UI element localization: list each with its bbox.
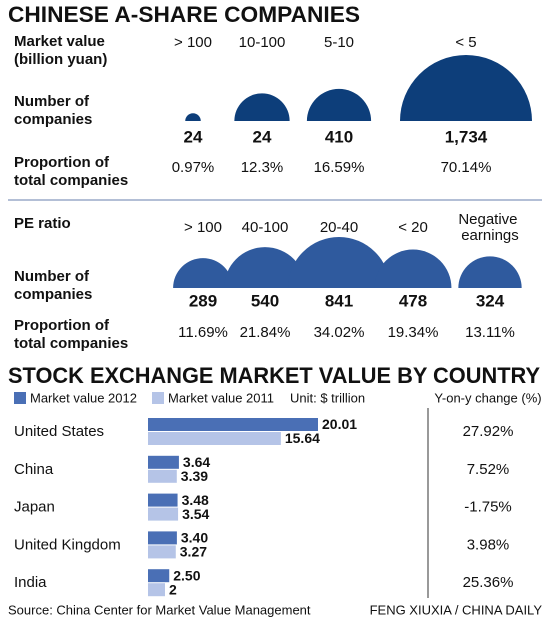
category-label: 10-100	[239, 34, 286, 51]
category-title: (billion yuan)	[14, 51, 107, 68]
category-label: 20-40	[320, 219, 358, 236]
main-title: CHINESE A-SHARE COMPANIES	[8, 2, 360, 27]
count-label: 841	[325, 291, 353, 310]
proportion-label: 11.69%	[178, 324, 228, 341]
proportion-title: total companies	[14, 172, 128, 189]
change-label: 7.52%	[467, 461, 510, 478]
category-label: Japan	[14, 499, 55, 516]
count-title: Number of	[14, 93, 90, 110]
count-label: 478	[399, 291, 427, 310]
category-title: PE ratio	[14, 215, 71, 232]
proportion-label: 12.3%	[241, 159, 284, 176]
semicircle	[306, 88, 372, 121]
unit-label: Unit: $ trillion	[290, 390, 365, 405]
count-label: 1,734	[445, 127, 488, 146]
proportion-label: 16.59%	[314, 159, 365, 176]
bar	[148, 531, 177, 545]
value-label: 15.64	[285, 430, 320, 446]
proportion-label: 70.14%	[441, 159, 492, 176]
bar	[148, 469, 177, 483]
value-label: 20.01	[322, 416, 357, 432]
chart-title: STOCK EXCHANGE MARKET VALUE BY COUNTRY	[8, 363, 540, 388]
bar	[148, 583, 165, 597]
proportion-title: Proportion of	[14, 154, 110, 171]
proportion-label: 34.02%	[314, 324, 365, 341]
proportion-label: 19.34%	[388, 324, 439, 341]
value-label: 2.50	[173, 567, 200, 583]
count-label: 324	[476, 291, 505, 310]
value-label: 3.54	[182, 506, 209, 522]
semicircle	[374, 249, 452, 288]
category-label: > 100	[174, 34, 212, 51]
bar	[148, 493, 178, 507]
semicircle	[458, 256, 522, 288]
semicircle	[185, 113, 201, 121]
category-label: India	[14, 574, 47, 591]
proportion-label: 13.11%	[465, 324, 515, 341]
category-title: Market value	[14, 33, 105, 50]
change-label: 25.36%	[463, 574, 514, 591]
category-label: Negative earnings	[458, 211, 521, 244]
semicircle	[400, 55, 532, 121]
source: Source: China Center for Market Value Ma…	[8, 602, 311, 617]
change-title: Y-on-y change (%)	[434, 390, 541, 405]
legend-label: Market value 2012	[30, 390, 137, 405]
value-label: 3.64	[183, 454, 210, 470]
bar	[148, 432, 281, 445]
count-label: 24	[253, 127, 272, 146]
category-label: > 100	[184, 219, 222, 236]
change-label: -1.75%	[464, 499, 512, 516]
legend-swatch	[152, 392, 164, 404]
value-label: 3.39	[181, 468, 208, 484]
count-label: 410	[325, 127, 353, 146]
change-label: 27.92%	[463, 423, 514, 440]
legend-swatch	[14, 392, 26, 404]
bar	[148, 569, 170, 583]
category-label: United States	[14, 423, 104, 440]
category-label: China	[14, 461, 54, 478]
value-label: 3.40	[181, 530, 208, 546]
proportion-title: Proportion of	[14, 317, 110, 334]
category-label: < 20	[398, 219, 428, 236]
count-title: Number of	[14, 268, 90, 285]
category-label: United Kingdom	[14, 536, 121, 553]
credit: FENG XIUXIA / CHINA DAILY	[370, 602, 543, 617]
count-title: companies	[14, 111, 92, 128]
category-label: 5-10	[324, 34, 354, 51]
legend-label: Market value 2011	[168, 390, 274, 405]
semicircle	[234, 93, 290, 121]
count-label: 540	[251, 291, 279, 310]
count-label: 24	[184, 127, 203, 146]
bar	[148, 418, 318, 431]
category-label: < 5	[455, 34, 476, 51]
change-label: 3.98%	[467, 536, 510, 553]
count-label: 289	[189, 291, 217, 310]
proportion-label: 21.84%	[240, 324, 291, 341]
value-label: 2	[169, 581, 177, 597]
value-label: 3.27	[180, 544, 207, 560]
proportion-label: 0.97%	[172, 159, 215, 176]
semicircle	[224, 247, 306, 288]
value-label: 3.48	[182, 492, 209, 508]
bar	[148, 455, 179, 469]
category-label: 40-100	[242, 219, 289, 236]
bar	[148, 507, 179, 521]
semicircle	[173, 258, 233, 288]
proportion-title: total companies	[14, 335, 128, 352]
count-title: companies	[14, 286, 92, 303]
bar	[148, 545, 176, 559]
semicircle	[288, 237, 390, 288]
